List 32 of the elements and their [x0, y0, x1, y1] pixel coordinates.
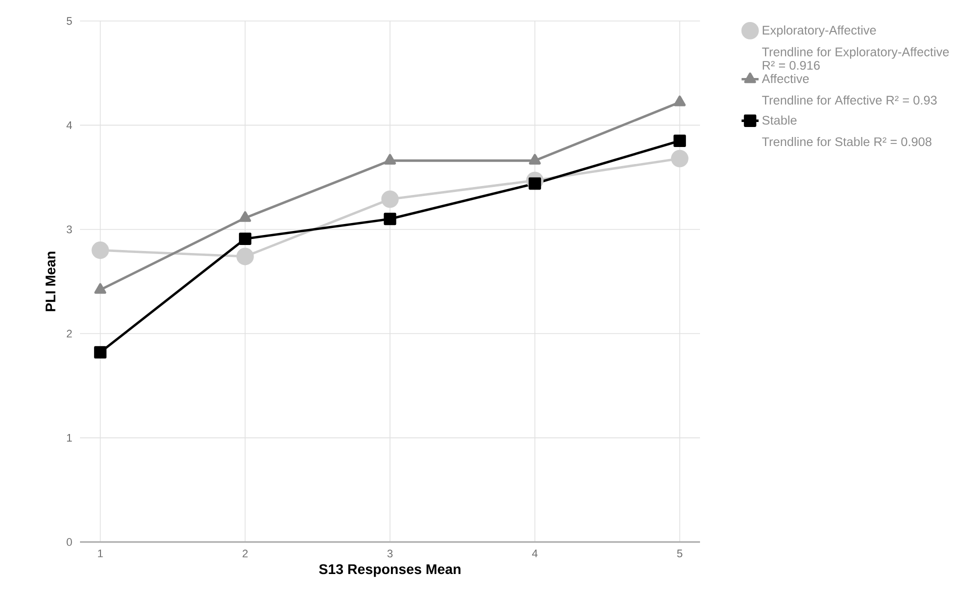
point	[94, 346, 106, 359]
point	[94, 283, 106, 294]
y-axis-title: PLI Mean	[46, 252, 56, 312]
x-axis-title: S13 Responses Mean	[319, 564, 460, 577]
point	[384, 212, 396, 226]
point	[92, 242, 109, 259]
y-tick-label: 3	[66, 226, 72, 234]
text: Trendline for Stable R² = 0.908	[762, 136, 932, 146]
y-tick-label: 0	[66, 538, 72, 546]
point	[528, 154, 541, 165]
x-tick-label: 1	[98, 550, 103, 558]
legend-label: Affective	[762, 74, 809, 84]
y-tick-label: 5	[66, 17, 72, 25]
y-tick-label: 1	[67, 434, 72, 442]
x-tick-label: 3	[387, 550, 393, 558]
point	[674, 134, 686, 148]
text: Trendline for Exploratory-Affective R² = 0.916	[762, 47, 949, 70]
point	[674, 96, 686, 106]
legend-label: Exploratory-Affective	[762, 25, 876, 38]
point	[239, 211, 252, 222]
x-tick-label: 5	[677, 550, 682, 558]
point	[238, 232, 252, 245]
y-tick-label: 4	[66, 121, 72, 129]
legend-label: Stable	[762, 115, 797, 125]
point	[671, 150, 688, 168]
x-tick-label: 4	[532, 550, 538, 558]
point	[236, 248, 254, 266]
point	[381, 190, 399, 208]
text: Trendline for Affective R² = 0.93	[762, 95, 937, 105]
point	[384, 154, 396, 165]
y-tick-label: 2	[66, 330, 72, 338]
x-tick-label: 2	[242, 550, 248, 558]
